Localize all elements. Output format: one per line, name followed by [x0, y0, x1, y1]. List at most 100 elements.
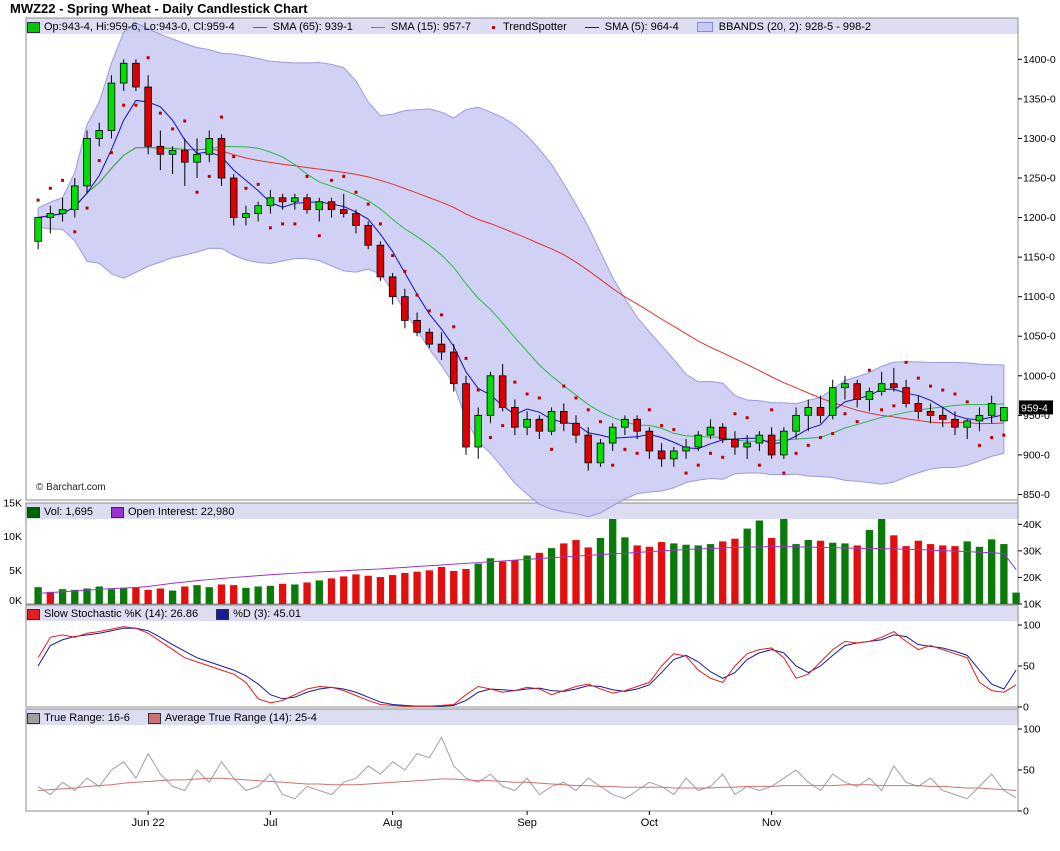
- candle-body: [266, 197, 275, 207]
- candle-body: [963, 420, 971, 428]
- volume-bar: [364, 575, 372, 604]
- legend-vol: Vol: 1,695: [27, 506, 93, 518]
- trendspotter-dot: [403, 269, 407, 273]
- trendspotter-dot: [122, 103, 126, 107]
- trendspotter-dot: [794, 451, 798, 455]
- volume-bar: [963, 541, 971, 604]
- sma-5-line: [38, 99, 1004, 450]
- volume-bar: [511, 560, 519, 604]
- volume-bar: [547, 548, 556, 604]
- volume-left-tick-label: 10K: [3, 531, 22, 543]
- legend-text: SMA (65): 939-1: [272, 21, 353, 33]
- trendspotter-dot: [684, 471, 688, 475]
- trendspotter-dot: [134, 103, 138, 107]
- trendspotter-dot: [268, 226, 272, 230]
- trendspotter-dot: [171, 127, 175, 131]
- volume-bar: [657, 542, 666, 604]
- trendspotter-dot: [660, 424, 664, 428]
- candle-body: [205, 138, 214, 155]
- volume-bar: [71, 589, 79, 604]
- trendspotter-dot: [819, 435, 823, 439]
- candle-body: [58, 209, 67, 214]
- candle-body: [816, 407, 825, 416]
- x-tick-label: Aug: [383, 817, 403, 829]
- legend-oi: Open Interest: 22,980: [110, 506, 234, 518]
- volume-bar: [352, 574, 360, 604]
- candle-body: [401, 296, 409, 321]
- trendspotter-dot: [770, 408, 774, 412]
- volume-bar: [132, 587, 140, 604]
- legend-text: Average True Range (14): 25-4: [164, 712, 317, 724]
- candle-body: [743, 442, 751, 448]
- legend-text: SMA (15): 957-7: [390, 21, 471, 33]
- volume-right-tick-label: 20K: [1023, 572, 1042, 584]
- volume-bar: [278, 583, 287, 604]
- trendspotter-dot: [146, 56, 150, 60]
- x-tick-label: Jul: [263, 817, 277, 829]
- price-tick-label: 1100-0: [1023, 291, 1055, 303]
- trendspotter-dot: [415, 293, 419, 297]
- candle-body: [376, 244, 385, 278]
- volume-left-tick-label: 5K: [9, 565, 22, 577]
- volume-bar: [95, 586, 103, 604]
- candle-body: [71, 185, 79, 211]
- volume-bar: [816, 540, 825, 604]
- trendspotter-dot: [635, 451, 639, 455]
- volume-bar: [804, 540, 812, 604]
- trendspotter-dot: [207, 174, 211, 178]
- trendspotter-dot: [317, 234, 321, 238]
- trendspotter-dot: [916, 376, 920, 380]
- candle-body: [865, 391, 874, 400]
- candle-body: [706, 426, 715, 436]
- legend-strip: [26, 503, 1018, 519]
- trendspotter-dot: [427, 309, 431, 313]
- trendspotter-dot: [708, 451, 712, 455]
- candle-body: [914, 403, 923, 412]
- volume-bar: [340, 576, 348, 604]
- legend-strip: [26, 709, 1018, 725]
- stochastic-legend: Slow Stochastic %K (14): 26.86 %D (3): 45…: [27, 606, 1017, 622]
- candle-body: [670, 450, 678, 460]
- volume-bar: [877, 519, 886, 604]
- candle-body: [890, 383, 898, 389]
- volume-bar: [767, 538, 776, 604]
- volume-bar: [694, 545, 702, 604]
- candle-body: [694, 434, 703, 448]
- trendspotter-dot: [109, 151, 113, 155]
- stoch-d-line: [37, 627, 1017, 707]
- candle-body: [339, 209, 348, 214]
- trendspotter-dot: [391, 254, 395, 258]
- volume-bar: [462, 568, 470, 604]
- candle-body: [731, 438, 739, 448]
- volume-bar: [902, 546, 910, 604]
- candle-body: [780, 430, 788, 456]
- trendspotter-dot: [696, 463, 700, 467]
- trendspotter-dot: [513, 380, 517, 384]
- legend-trendspotter: TrendSpotter: [489, 21, 567, 33]
- sma-15-line: [38, 145, 1004, 442]
- trendspotter-dot: [366, 202, 370, 206]
- stoch-k-line: [37, 626, 1017, 707]
- volume-bar: [939, 545, 947, 604]
- volume-bar: [450, 571, 458, 604]
- candle-body: [388, 276, 397, 298]
- trendspotter-dot: [867, 368, 871, 372]
- trendspotter-dot: [880, 408, 884, 412]
- trendspotter-dot: [440, 313, 444, 317]
- price-tick-label: 1150-0: [1023, 252, 1055, 264]
- candle-body: [132, 62, 140, 88]
- legend-text: %D (3): 45.01: [233, 608, 301, 620]
- candle-body: [633, 418, 641, 432]
- trendspotter-dot: [97, 159, 101, 163]
- bollinger-band: [37, 22, 1005, 518]
- legend-swatch-line: [252, 26, 267, 28]
- trendspotter-dot: [342, 174, 346, 178]
- candle-body: [437, 343, 446, 353]
- trendspotter-dot: [452, 325, 456, 329]
- legend-strip: [26, 18, 1018, 34]
- candle-body: [853, 383, 861, 400]
- trendspotter-dot: [623, 447, 627, 451]
- true-range-line: [37, 736, 1017, 800]
